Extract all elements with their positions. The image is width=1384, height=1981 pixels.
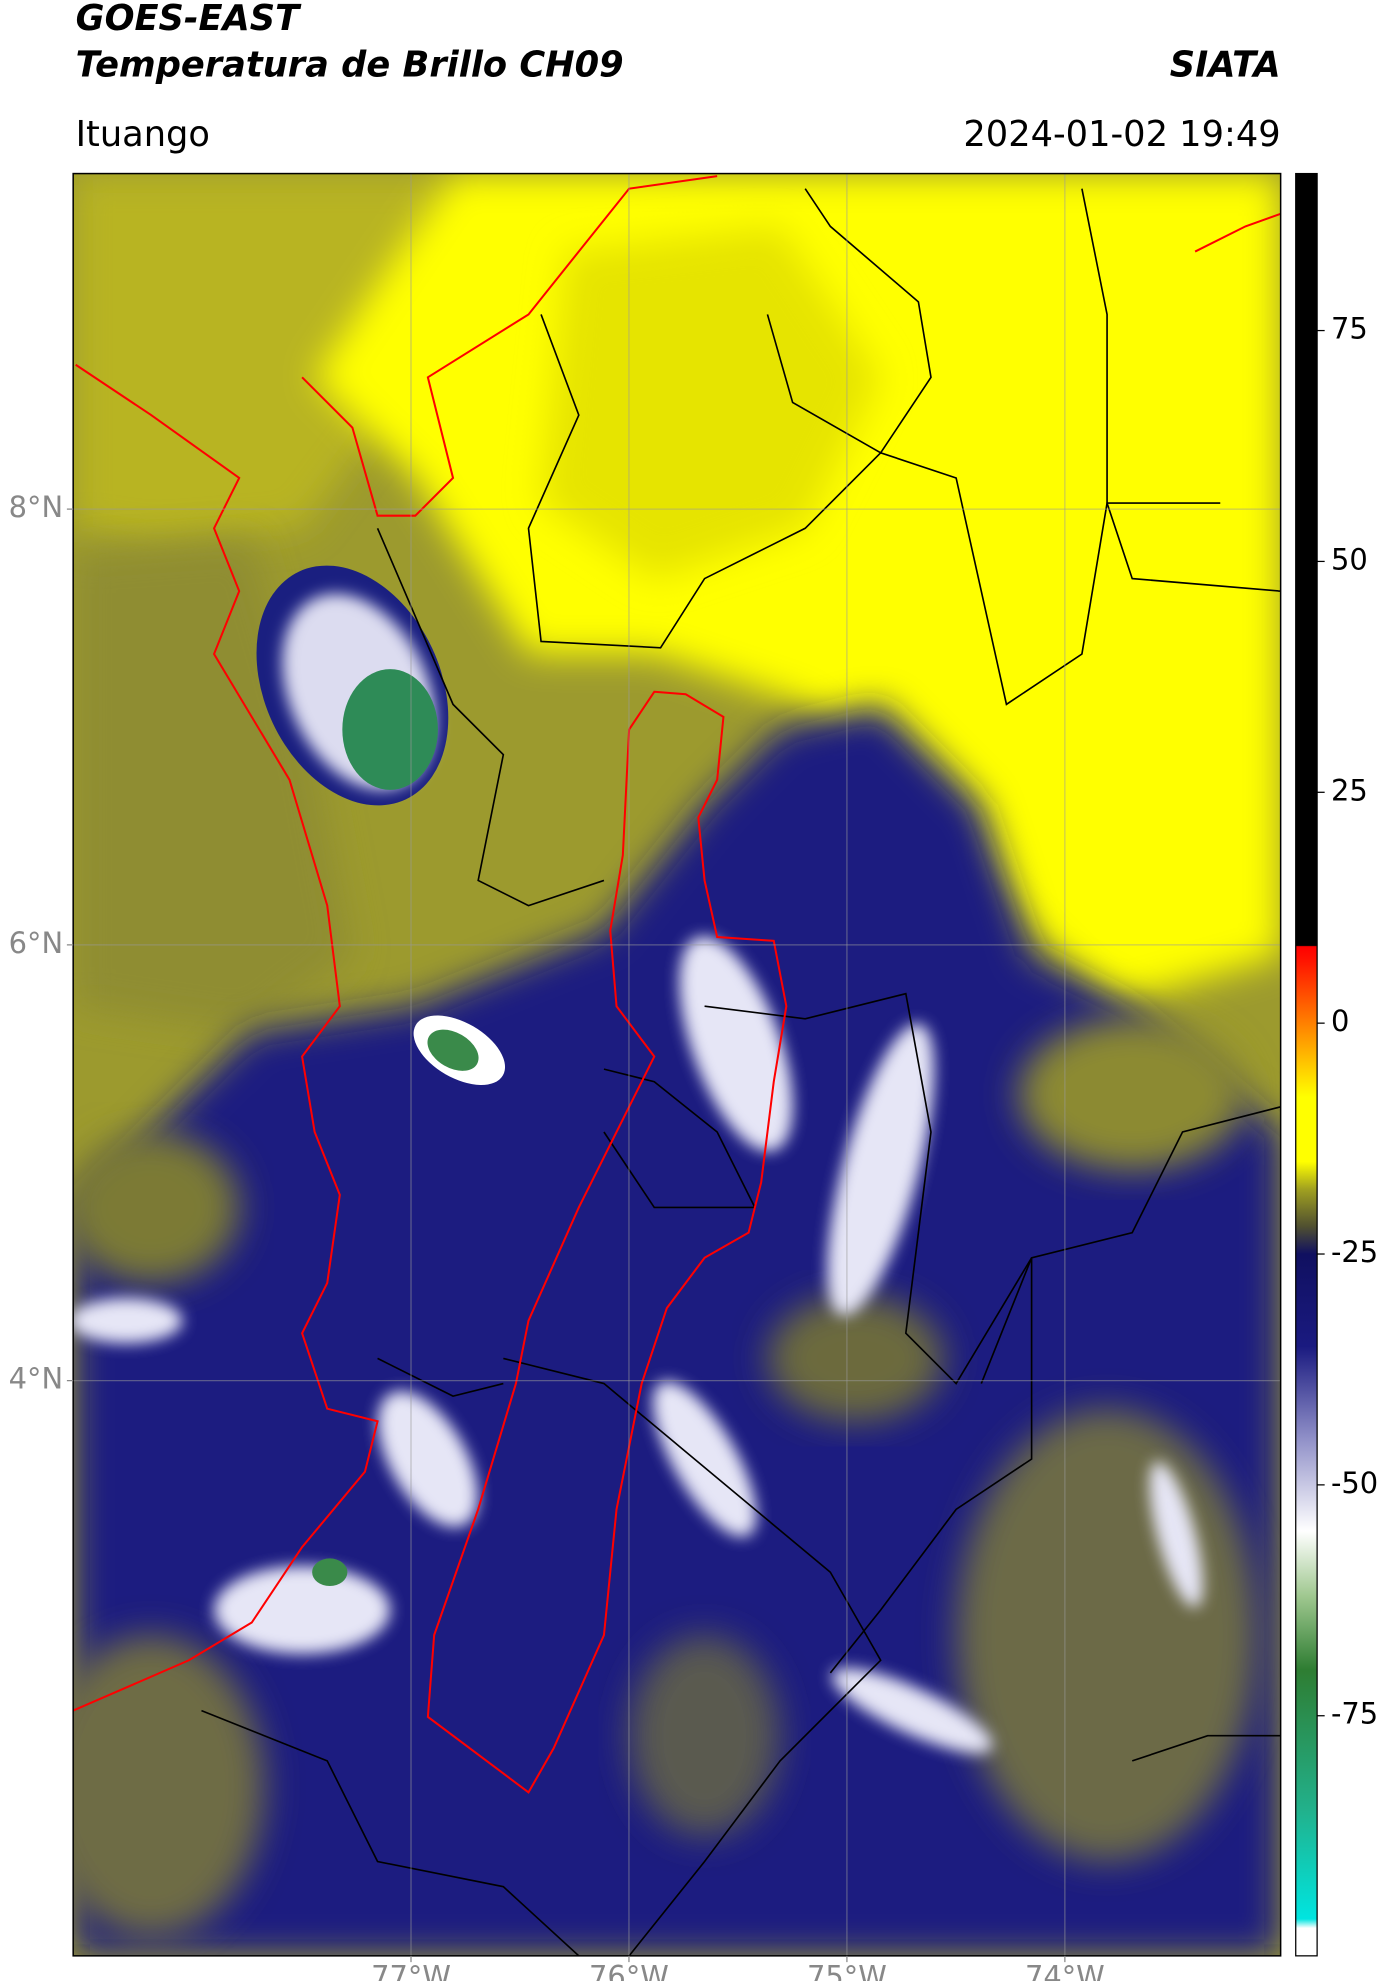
location: Ituango [76,114,210,155]
y-tick-label: 8°N [9,490,63,524]
map-frame [72,172,1282,1957]
y-tick-label: 6°N [9,926,63,960]
colorbar-tick-label: 0 [1331,1004,1349,1038]
title: GOES-EAST [76,0,302,39]
colorbar [1295,172,1318,1957]
x-tick-label: 75°W [807,1959,887,1981]
storm-cell [256,565,506,1587]
colorbar-tick-label: 75 [1331,312,1368,346]
x-tick-label: 76°W [589,1959,669,1981]
subtitle: Temperatura de Brillo CH09 [76,45,624,86]
y-tick-label: 4°N [9,1362,63,1396]
satellite-image [73,173,1281,1956]
colorbar-tick-label: -50 [1331,1466,1378,1500]
colorbar-tick-label: 50 [1331,542,1368,576]
x-tick-label: 74°W [1025,1959,1105,1981]
colorbar-tick-label: 25 [1331,773,1368,807]
colorbar-tick-label: -25 [1331,1235,1378,1269]
datetime: 2024-01-02 19:49 [963,114,1280,155]
x-tick-label: 77°W [371,1959,451,1981]
grid [73,173,1281,1956]
colorbar-tick-label: -75 [1331,1697,1378,1731]
source: SIATA [1170,45,1281,86]
